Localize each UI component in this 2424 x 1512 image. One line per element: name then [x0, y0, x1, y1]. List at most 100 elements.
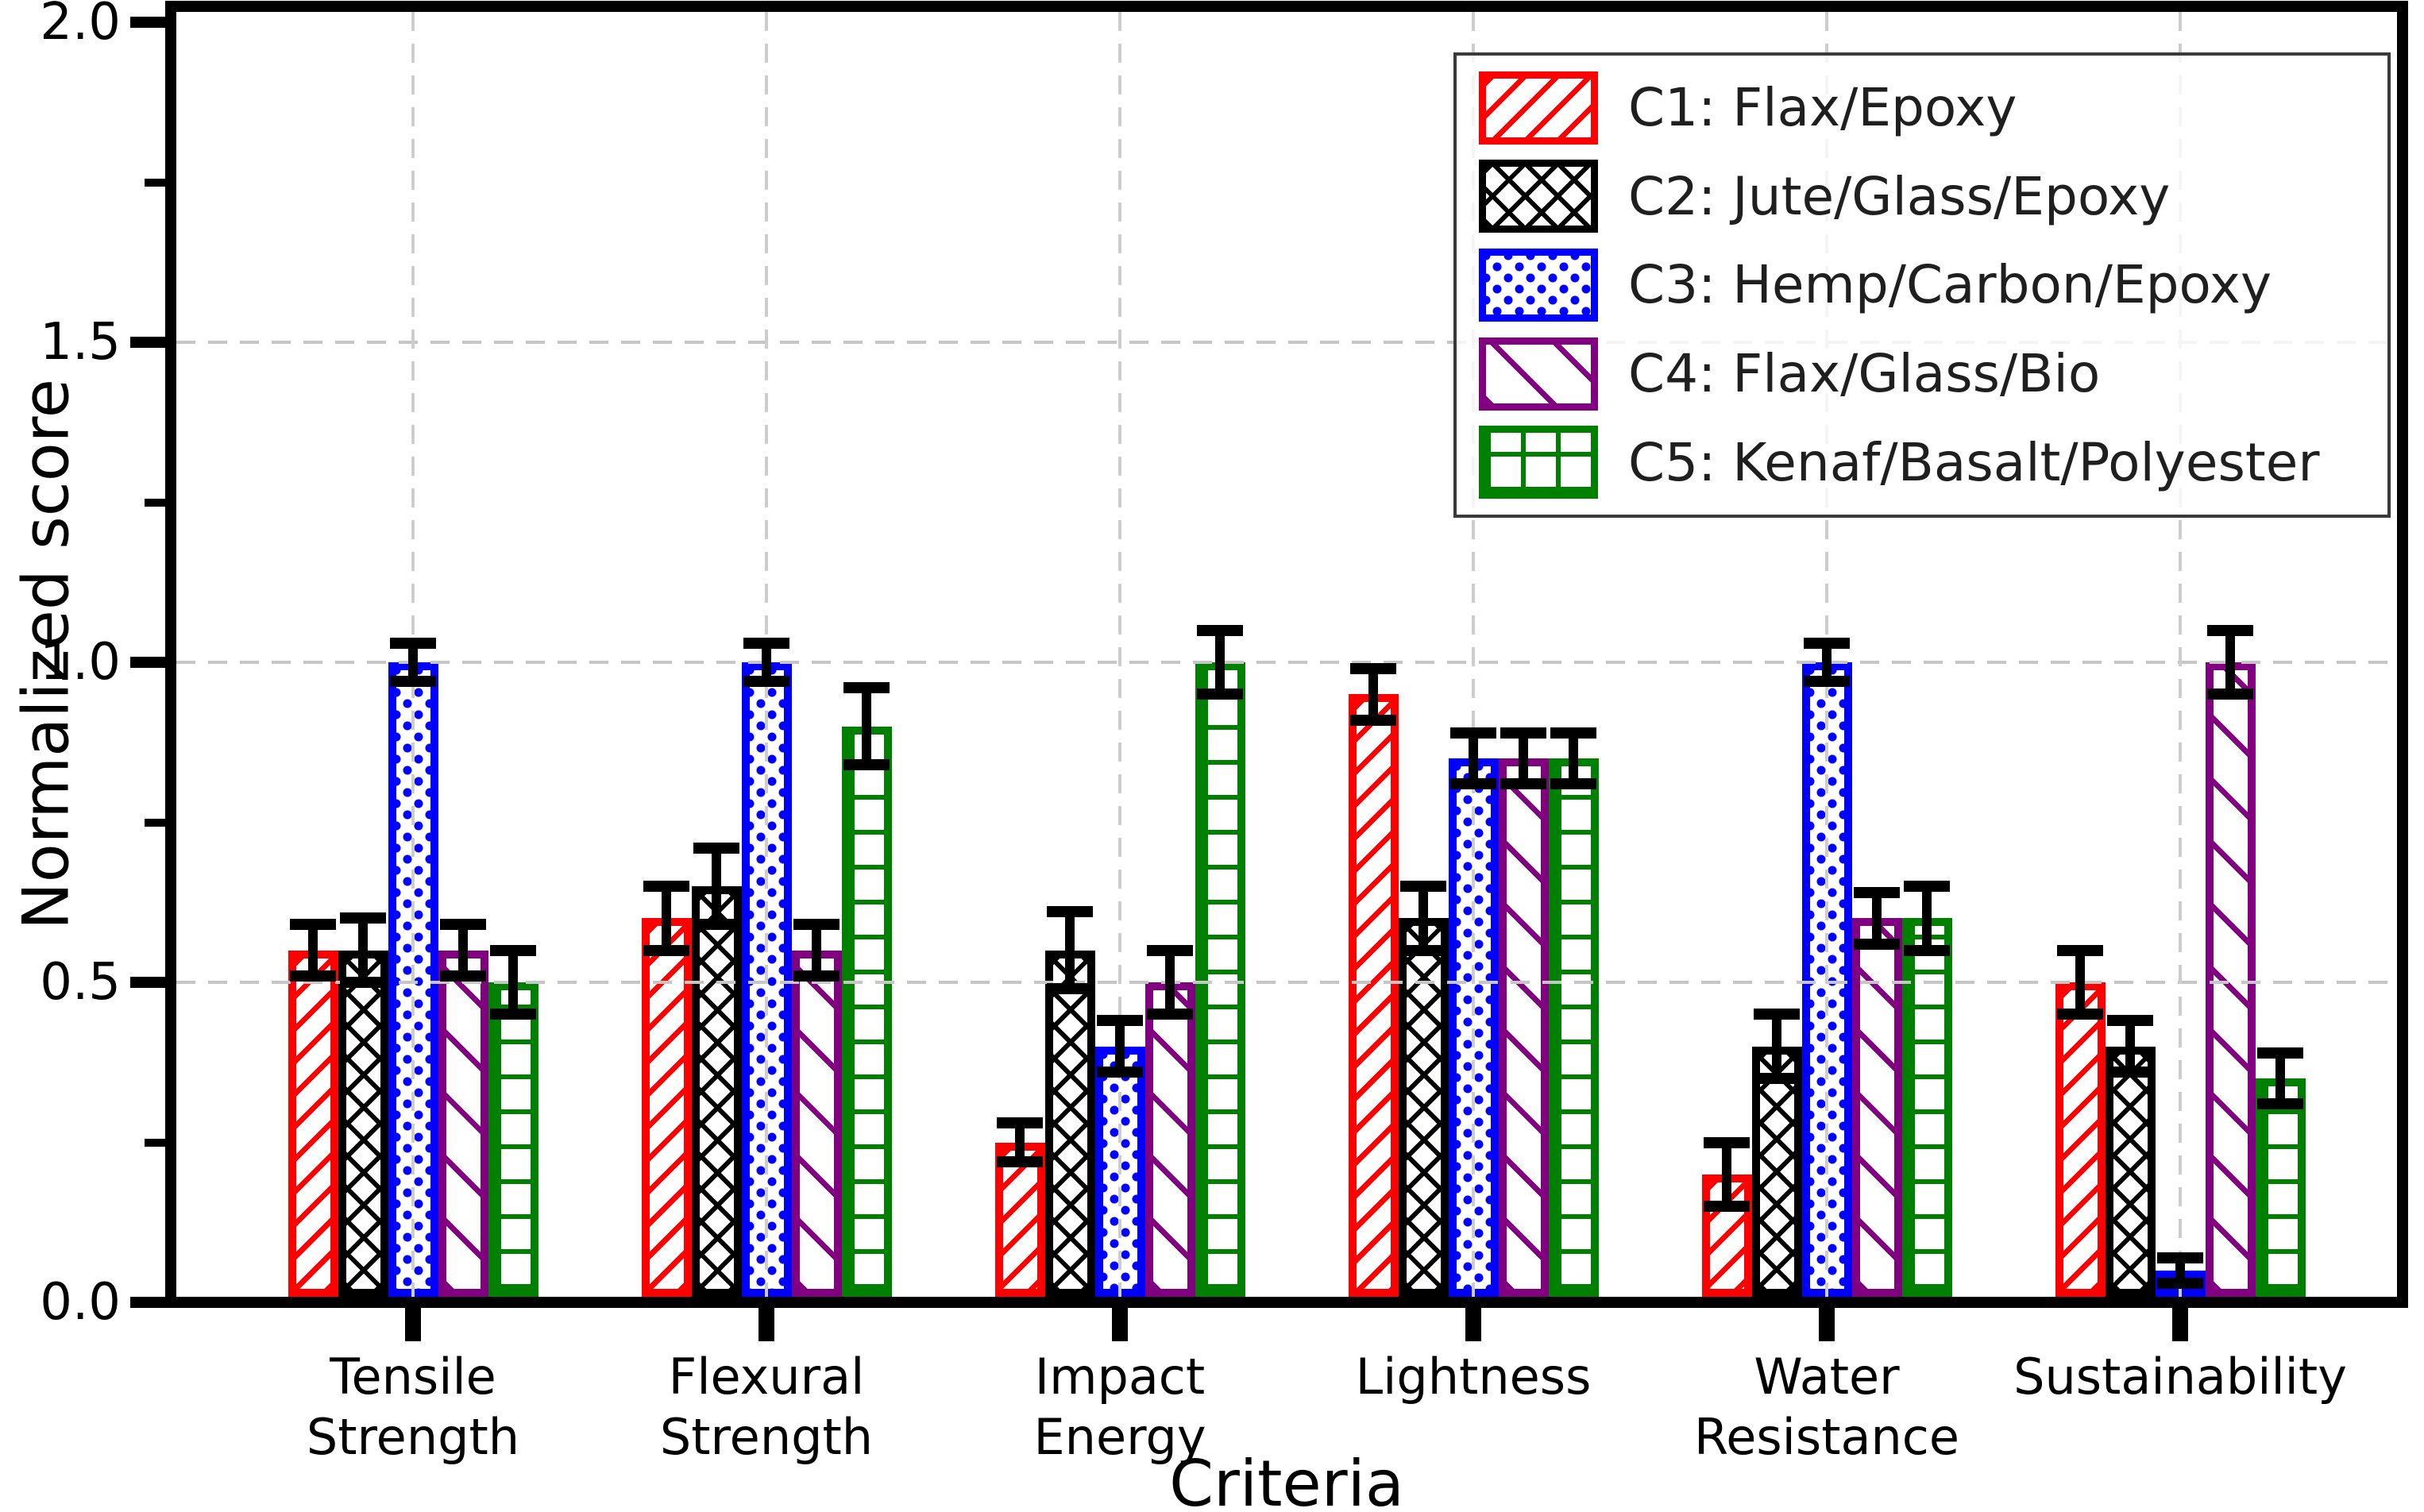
error-bar-cap-top: [743, 637, 789, 649]
error-bar-line: [812, 924, 821, 976]
error-bar-cap-bottom: [1147, 1009, 1193, 1020]
x-tick-sustainability: [2172, 1308, 2188, 1341]
error-bar-cap-bottom: [1400, 944, 1446, 956]
error-bar-cap-bottom: [997, 1155, 1043, 1167]
error-bar-cap-bottom: [2057, 1009, 2103, 1020]
bar-c1-flexural-strength: [641, 918, 692, 1297]
legend-entry-c1: C1: Flax/Epoxy: [1479, 71, 2380, 145]
error-bar-cap-bottom: [1197, 688, 1243, 700]
error-bar-cap-bottom: [1097, 1066, 1143, 1078]
x-tick-label-line: Lightness: [1355, 1348, 1592, 1406]
h-gridline-0.5: [176, 981, 2397, 984]
bar-c1-tensile-strength: [288, 950, 338, 1297]
legend-entry-c5: C5: Kenaf/Basalt/Polyester: [1479, 426, 2380, 499]
error-bar-cap-top: [1047, 906, 1093, 918]
error-bar-cap-bottom: [693, 919, 739, 931]
error-bar-cap-top: [1147, 944, 1193, 956]
x-tick-label-tensile-strength: Tensile Strength: [191, 1347, 635, 1468]
error-bar-line: [2075, 950, 2085, 1015]
error-bar-cap-top: [843, 682, 890, 694]
h-gridline-1: [176, 661, 2397, 664]
legend-swatch-c4-icon: [1479, 337, 1598, 411]
x-tick-label-line: Impact: [1034, 1348, 1206, 1406]
bar-c4-impact-energy: [1144, 982, 1195, 1297]
error-bar-cap-top: [490, 944, 536, 956]
bar-c5-tensile-strength: [488, 982, 538, 1297]
error-bar-line: [1419, 886, 1428, 951]
error-bar-line: [1165, 950, 1175, 1015]
error-bar-cap-top: [1550, 727, 1596, 739]
error-bar-cap-bottom: [2107, 1066, 2153, 1078]
error-bar-cap-top: [440, 919, 486, 931]
error-bar-line: [1519, 732, 1528, 785]
y-minor-tick-0.25: [145, 1138, 165, 1147]
x-tick-label-line: Water: [1754, 1348, 1900, 1406]
x-tick-water-resistance: [1819, 1308, 1835, 1341]
error-bar-line: [1015, 1123, 1025, 1162]
legend-entry-c4: C4: Flax/Glass/Bio: [1479, 337, 2380, 411]
y-major-tick-0.0: [130, 1297, 165, 1308]
error-bar-cap-top: [1500, 727, 1546, 739]
x-tick-label-line: Energy: [1033, 1408, 1206, 1466]
error-bar-cap-bottom: [1450, 778, 1496, 790]
error-bar-line: [408, 642, 418, 682]
legend-swatch-c3-icon: [1479, 248, 1598, 322]
error-bar-cap-bottom: [1704, 1201, 1750, 1213]
x-tick-label-line: Strength: [306, 1408, 520, 1466]
bar-c2-impact-energy: [1044, 950, 1095, 1297]
error-bar-cap-top: [2107, 1015, 2153, 1027]
error-bar-line: [2275, 1052, 2285, 1105]
x-tick-label-water-resistance: Water Resistance: [1604, 1347, 2049, 1468]
error-bar-cap-bottom: [643, 944, 689, 956]
y-axis-title: Normalized score: [9, 378, 83, 931]
error-bar-cap-top: [997, 1117, 1043, 1129]
y-major-tick-2.0: [130, 17, 165, 28]
h-gridline-1.5: [176, 341, 2397, 344]
error-bar-line: [358, 918, 368, 982]
y-tick-label-2.0: 2.0: [40, 0, 121, 52]
bar-c5-impact-energy: [1195, 662, 1245, 1297]
bar-c5-sustainability: [2255, 1078, 2306, 1297]
x-tick-flexural-strength: [758, 1308, 774, 1341]
error-bar-cap-top: [1704, 1136, 1750, 1148]
error-bar-cap-top: [1097, 1015, 1143, 1027]
error-bar-line: [308, 924, 318, 976]
error-bar-cap-top: [1450, 727, 1496, 739]
legend-label: C1: Flax/Epoxy: [1628, 77, 2017, 139]
x-tick-label-flexural-strength: Flexural Strength: [544, 1347, 989, 1468]
error-bar-cap-top: [693, 842, 739, 854]
error-bar-cap-bottom: [1854, 938, 1900, 950]
error-bar-line: [1822, 642, 1832, 682]
error-bar-cap-top: [1350, 663, 1396, 675]
error-bar-cap-top: [793, 919, 840, 931]
error-bar-cap-top: [1754, 1009, 1800, 1020]
error-bar-cap-bottom: [2207, 688, 2253, 700]
error-bar-cap-bottom: [793, 970, 840, 982]
error-bar-cap-bottom: [490, 1009, 536, 1020]
error-bar-cap-top: [340, 912, 386, 924]
x-tick-label-sustainability: Sustainability: [1958, 1347, 2403, 1407]
error-bar-line: [762, 642, 771, 682]
y-minor-tick-1.75: [145, 178, 165, 187]
error-bar-cap-top: [1904, 881, 1950, 893]
error-bar-line: [1722, 1142, 1731, 1207]
x-tick-label-line: Flexural: [668, 1348, 865, 1406]
bar-c2-lightness: [1398, 918, 1449, 1297]
error-bar-line: [862, 688, 871, 765]
error-bar-line: [1772, 1014, 1781, 1078]
y-minor-tick-1.25: [145, 498, 165, 507]
bar-c1-lightness: [1348, 694, 1399, 1297]
y-major-tick-0.5: [130, 977, 165, 988]
bar-c1-sustainability: [2055, 982, 2106, 1297]
error-bar-cap-top: [390, 637, 436, 649]
x-tick-label-line: Sustainability: [2013, 1348, 2347, 1406]
bar-c2-tensile-strength: [338, 950, 388, 1297]
error-bar-cap-bottom: [843, 758, 890, 770]
x-tick-label-line: Strength: [659, 1408, 874, 1466]
error-bar-cap-top: [1804, 637, 1850, 649]
error-bar-cap-top: [643, 881, 689, 893]
y-tick-label-1.5: 1.5: [40, 313, 121, 372]
legend-label: C3: Hemp/Carbon/Epoxy: [1628, 254, 2272, 316]
bar-c1-impact-energy: [994, 1142, 1045, 1297]
